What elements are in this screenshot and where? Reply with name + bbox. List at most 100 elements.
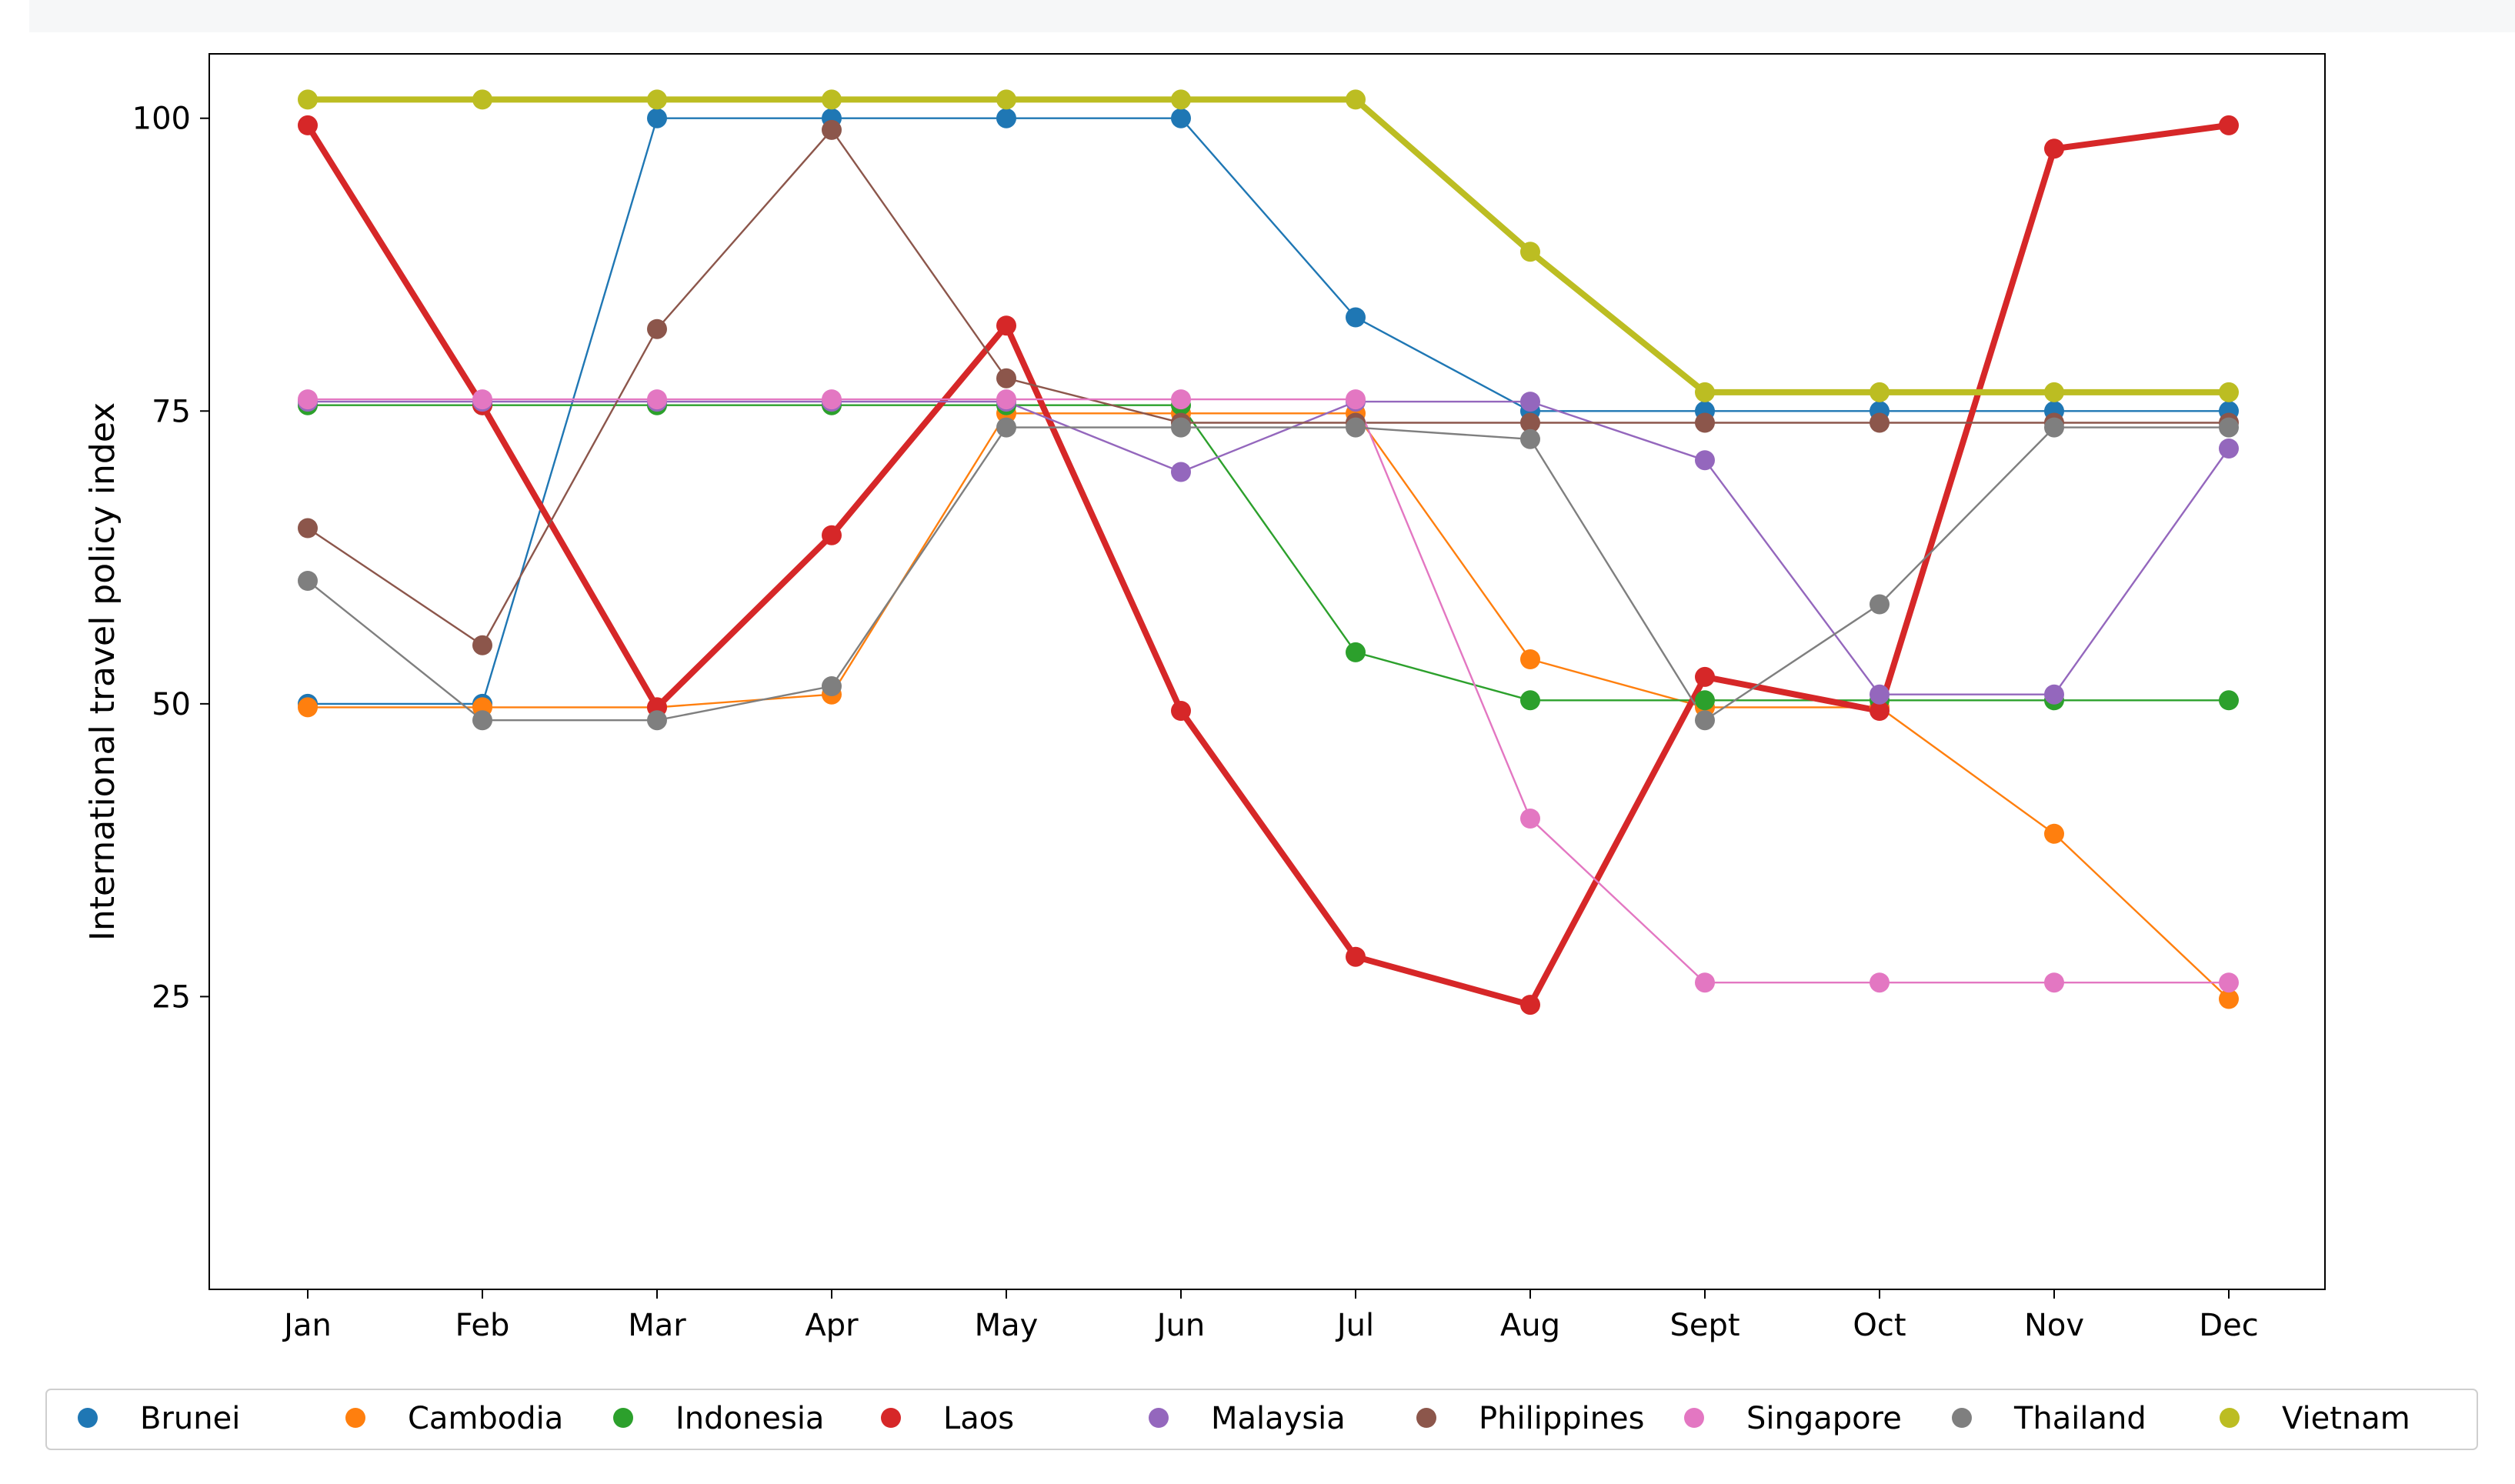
y-tick-label-50: 50 xyxy=(152,687,191,722)
legend-marker-malaysia xyxy=(1149,1408,1169,1428)
point-vietnam-mar xyxy=(647,89,667,110)
legend-item-malaysia[interactable]: Malaysia xyxy=(1149,1401,1346,1436)
point-philippines-oct xyxy=(1870,412,1890,433)
legend-label-cambodia: Cambodia xyxy=(408,1401,563,1436)
point-laos-sept xyxy=(1695,666,1715,687)
point-laos-jan xyxy=(298,115,318,135)
point-indonesia-sept xyxy=(1695,690,1715,711)
point-laos-jun xyxy=(1171,701,1191,721)
point-indonesia-aug xyxy=(1520,690,1540,711)
point-singapore-nov xyxy=(2044,972,2064,993)
point-laos-nov xyxy=(2044,138,2064,159)
point-singapore-aug xyxy=(1520,809,1540,829)
point-vietnam-apr xyxy=(822,89,842,110)
y-tick-label-100: 100 xyxy=(132,102,191,137)
y-axis: 25 50 75 100 xyxy=(132,102,209,1015)
point-thailand-may xyxy=(996,417,1016,438)
legend-marker-philippines xyxy=(1416,1408,1436,1428)
x-tick-label-jul: Jul xyxy=(1335,1308,1374,1343)
point-singapore-jun xyxy=(1171,389,1191,410)
point-cambodia-aug xyxy=(1520,649,1540,669)
point-malaysia-nov xyxy=(2044,684,2064,705)
legend-frame xyxy=(45,1389,2478,1450)
legend-item-indonesia[interactable]: Indonesia xyxy=(613,1401,824,1436)
legend-item-philippines[interactable]: Philippines xyxy=(1416,1401,1645,1436)
x-tick-label-apr: Apr xyxy=(805,1308,859,1343)
series-line-brunei xyxy=(306,117,2230,705)
point-philippines-mar xyxy=(647,318,667,339)
point-philippines-apr xyxy=(822,119,842,140)
legend-label-thailand: Thailand xyxy=(2013,1401,2146,1436)
legend-label-malaysia: Malaysia xyxy=(1211,1401,1346,1436)
point-vietnam-feb xyxy=(472,89,492,110)
x-tick-label-dec: Dec xyxy=(2199,1308,2258,1343)
point-brunei-jun xyxy=(1171,108,1191,128)
legend-item-laos[interactable]: Laos xyxy=(881,1401,1014,1436)
legend-label-vietnam: Vietnam xyxy=(2282,1401,2410,1436)
point-laos-jul xyxy=(1346,946,1366,967)
point-malaysia-jun xyxy=(1171,462,1191,482)
point-vietnam-nov xyxy=(2044,382,2064,402)
legend-marker-indonesia xyxy=(613,1408,633,1428)
point-brunei-jul xyxy=(1346,307,1366,328)
series-line-vietnam xyxy=(305,96,2232,395)
point-singapore-apr xyxy=(822,389,842,410)
point-philippines-aug xyxy=(1520,412,1540,433)
point-thailand-sept xyxy=(1695,710,1715,731)
legend-marker-brunei xyxy=(78,1408,98,1428)
legend-item-cambodia[interactable]: Cambodia xyxy=(345,1401,563,1436)
series-line-singapore xyxy=(306,398,2230,984)
point-cambodia-jan xyxy=(298,697,318,718)
series-lines xyxy=(305,96,2232,1009)
point-vietnam-may xyxy=(996,89,1016,110)
y-tick-label-75: 75 xyxy=(152,394,191,429)
point-vietnam-oct xyxy=(1870,382,1890,402)
point-thailand-jul xyxy=(1346,417,1366,438)
x-axis: Jan Feb Mar Apr May Jun Jul Aug Sept Oct Nov Dec xyxy=(282,1289,2259,1343)
point-philippines-sept xyxy=(1695,412,1715,433)
y-axis-label: International travel policy index xyxy=(83,402,122,941)
legend-label-singapore: Singapore xyxy=(1746,1401,1902,1436)
point-singapore-sept xyxy=(1695,972,1715,993)
legend-marker-vietnam xyxy=(2220,1408,2240,1428)
x-tick-label-may: May xyxy=(975,1308,1039,1343)
y-tick-label-25: 25 xyxy=(152,979,191,1015)
point-thailand-nov xyxy=(2044,417,2064,438)
point-laos-oct xyxy=(1870,701,1890,721)
legend-item-brunei[interactable]: Brunei xyxy=(78,1401,240,1436)
legend-label-laos: Laos xyxy=(943,1401,1014,1436)
point-vietnam-sept xyxy=(1695,382,1715,402)
point-brunei-may xyxy=(996,108,1016,128)
point-philippines-feb xyxy=(472,635,492,655)
point-thailand-jan xyxy=(298,571,318,591)
point-laos-dec xyxy=(2219,115,2239,135)
point-philippines-may xyxy=(996,368,1016,389)
legend-marker-thailand xyxy=(1952,1408,1972,1428)
point-thailand-dec xyxy=(2219,417,2239,438)
x-tick-label-nov: Nov xyxy=(2024,1308,2084,1343)
x-tick-label-aug: Aug xyxy=(1500,1308,1560,1343)
point-cambodia-nov xyxy=(2044,823,2064,844)
point-indonesia-dec xyxy=(2219,690,2239,711)
point-philippines-jan xyxy=(298,518,318,539)
legend-marker-cambodia xyxy=(345,1408,365,1428)
x-tick-label-jun: Jun xyxy=(1155,1308,1206,1343)
legend[interactable]: Brunei Cambodia Indonesia Laos Malaysia Phili… xyxy=(45,1389,2478,1450)
point-thailand-jun xyxy=(1171,417,1191,438)
point-thailand-oct xyxy=(1870,594,1890,615)
series-line-philippines xyxy=(306,128,2230,646)
legend-label-brunei: Brunei xyxy=(140,1401,240,1436)
point-vietnam-dec xyxy=(2219,382,2239,402)
point-singapore-may xyxy=(996,389,1016,410)
x-tick-label-oct: Oct xyxy=(1853,1308,1906,1343)
point-singapore-dec xyxy=(2219,972,2239,993)
legend-item-thailand[interactable]: Thailand xyxy=(1952,1401,2146,1436)
legend-item-singapore[interactable]: Singapore xyxy=(1684,1401,1902,1436)
legend-item-vietnam[interactable]: Vietnam xyxy=(2220,1401,2410,1436)
plot-frame xyxy=(208,53,2326,1290)
x-tick-label-feb: Feb xyxy=(455,1308,510,1343)
series-line-indonesia xyxy=(306,404,2230,702)
point-singapore-jul xyxy=(1346,389,1366,410)
x-tick-label-sept: Sept xyxy=(1669,1308,1739,1343)
